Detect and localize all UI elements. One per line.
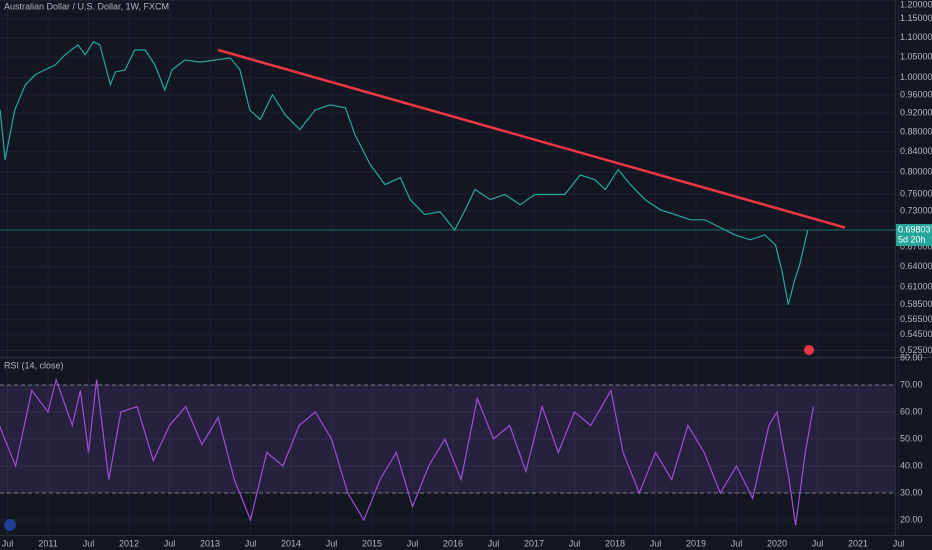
y-tick-label: 0.80000 (900, 167, 932, 177)
series-line (0, 41, 809, 305)
y-tick-label: 0.88000 (900, 126, 932, 136)
y-tick-label: 60.00 (900, 406, 923, 416)
countdown-label: 5d 20h (898, 234, 926, 244)
y-tick-label: 40.00 (900, 460, 923, 470)
y-tick-label: 0.67000 (900, 242, 932, 252)
x-tick-label: 2012 (119, 538, 139, 548)
y-tick-label: 0.73000 (900, 205, 932, 215)
rsi-band (0, 384, 895, 493)
series-line (0, 377, 814, 526)
x-tick-label: Jul (488, 538, 500, 548)
y-tick-label: 70.00 (900, 379, 923, 389)
y-tick-label: 1.10000 (900, 32, 932, 42)
y-tick-label: 0.54500 (900, 329, 932, 339)
y-tick-label: 0.96000 (900, 89, 932, 99)
x-tick-label: 2018 (605, 538, 625, 548)
marks (0, 41, 895, 526)
y-tick-label: 0.92000 (900, 108, 932, 118)
y-tick-label: 0.58500 (900, 299, 932, 309)
x-tick-label: Jul (407, 538, 419, 548)
y-tick-label: 80.00 (900, 352, 923, 362)
x-tick-label: Jul (245, 538, 257, 548)
y-tick-label: 20.00 (900, 514, 923, 524)
x-tick-label: 2014 (281, 538, 301, 548)
x-tick-label: 2015 (362, 538, 382, 548)
y-tick-label: 1.20000 (900, 0, 932, 9)
y-tick-label: 0.76000 (900, 188, 932, 198)
x-tick-label: 2019 (686, 538, 706, 548)
y-tick-label: 30.00 (900, 487, 923, 497)
event-icon[interactable] (804, 345, 814, 355)
x-tick-label: Jul (650, 538, 662, 548)
y-tick-label: 0.84000 (900, 146, 932, 156)
x-tick-label: Jul (326, 538, 338, 548)
last-price-label: 0.69803 (898, 224, 931, 234)
x-tick-label: 2016 (443, 538, 463, 548)
x-tick-label: 2020 (767, 538, 787, 548)
x-tick-label: Jul (83, 538, 95, 548)
trendline (217, 48, 846, 229)
y-tick-label: 50.00 (900, 433, 923, 443)
x-tick-label: 2017 (524, 538, 544, 548)
logo[interactable] (4, 519, 16, 531)
x-tick-label: Jul (812, 538, 824, 548)
y-tick-label: 0.61000 (900, 281, 932, 291)
y-tick-label: 1.15000 (900, 13, 932, 23)
y-tick-label: 1.00000 (900, 72, 932, 82)
y-tick-label: 0.56500 (900, 314, 932, 324)
x-tick-label: 2021 (848, 538, 868, 548)
x-tick-label: 2011 (38, 538, 57, 548)
x-tick-label: 2013 (200, 538, 220, 548)
x-tick-label: Jul (731, 538, 743, 548)
last-price-box (896, 223, 932, 246)
x-tick-label: Jul (2, 538, 14, 548)
chart-title: Australian Dollar / U.S. Dollar, 1W, FXC… (4, 1, 169, 11)
y-tick-label: 1.05000 (900, 52, 932, 62)
y-tick-label: 0.64000 (900, 261, 932, 271)
rsi-title: RSI (14, close) (4, 360, 64, 370)
y-tick-label: 0.52500 (900, 345, 932, 355)
x-tick-label: Jul (569, 538, 581, 548)
x-tick-label: Jul (164, 538, 176, 548)
x-tick-label: Jul (893, 538, 905, 548)
grid (0, 0, 899, 535)
